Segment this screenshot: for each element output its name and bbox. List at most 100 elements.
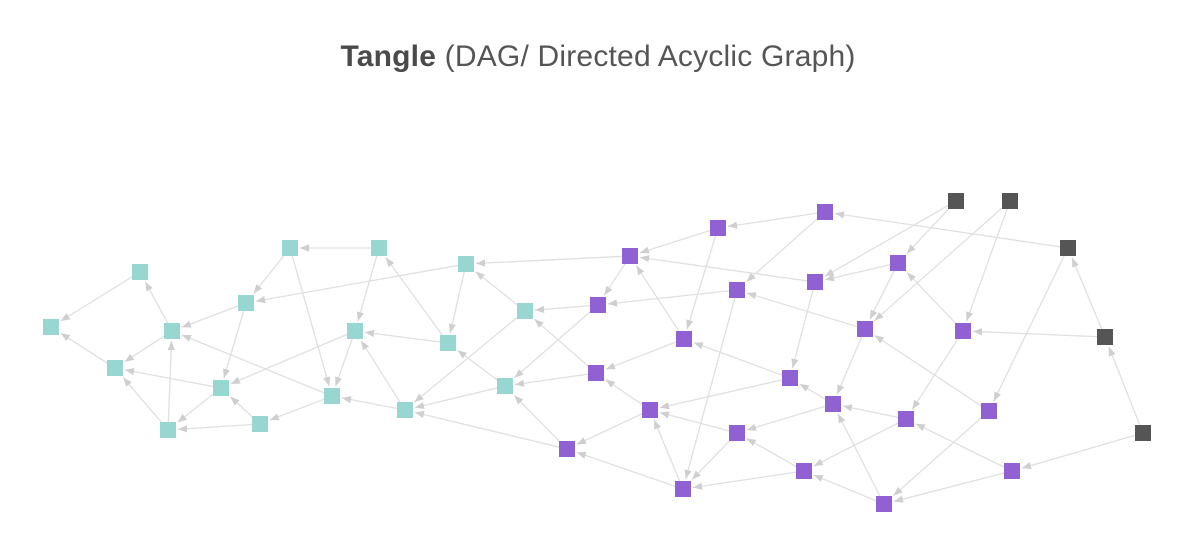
edge-p7-p6 [824,263,893,282]
edge-t13-t12 [360,340,402,405]
edge-p1-p4 [603,261,627,296]
edge-d1-p6 [824,203,951,277]
edge-p18-p13 [659,411,732,433]
node-pending-p18 [729,425,745,441]
edge-t6-t3 [124,367,216,388]
edge-p8-p1 [635,265,681,334]
edge-t5-t4 [167,340,175,425]
node-pending-p8 [676,331,692,347]
edge-t7-t5 [177,423,255,433]
node-pending-p16 [981,403,997,419]
node-confirmed-t6 [213,380,229,396]
node-tip-d5 [1135,425,1151,441]
edge-t9-t8 [253,253,286,294]
node-tip-d2 [1002,193,1018,209]
edge-d4-d3 [1071,257,1104,332]
edge-p5-p20 [684,295,737,480]
node-pending-p13 [642,402,658,418]
node-pending-p10 [955,323,971,339]
edge-t5-t3 [122,377,164,425]
edge-p14-p12 [799,383,828,402]
node-pending-p11 [588,365,604,381]
nodes [43,193,1151,512]
diagram-title: Tangle (DAG/ Directed Acyclic Graph) [0,40,1196,74]
node-confirmed-t10 [371,240,387,256]
node-confirmed-t14 [440,335,456,351]
title-bold: Tangle [340,40,437,73]
node-confirmed-t9 [282,240,298,256]
edge-t15-t8 [255,264,461,304]
edge-p9-p5 [746,292,860,328]
edge-d5-d4 [1108,346,1142,428]
edge-p15-p19 [813,421,901,467]
edge-p3-p2 [727,212,820,229]
edges [60,203,1142,503]
node-pending-p14 [825,396,841,412]
edge-p19-p20 [692,471,799,490]
node-pending-p20 [675,481,691,497]
edge-p8-p11 [605,340,679,370]
node-confirmed-t4 [164,323,180,339]
node-pending-p21 [876,496,892,512]
edge-t8-t6 [222,308,245,379]
edge-p6-p12 [791,287,815,369]
edge-p7-p9 [869,268,896,320]
node-pending-p9 [857,321,873,337]
edge-t14-t12 [364,329,443,343]
node-confirmed-t16 [497,378,513,394]
edge-d3-p3 [834,211,1063,248]
edge-t2-t1 [60,275,135,322]
edge-t11-t7 [269,397,327,421]
edge-t16-t14 [457,349,500,383]
node-pending-p12 [782,370,798,386]
edge-t17-t13 [414,315,520,403]
edge-p11-t17 [534,318,591,369]
edge-p17-t16 [513,394,562,444]
node-confirmed-t8 [238,295,254,311]
node-pending-p4 [590,297,606,313]
node-pending-p7 [890,255,906,271]
node-confirmed-t13 [397,402,413,418]
edge-p9-p14 [836,334,864,395]
edge-p12-p8 [693,342,785,377]
edge-d2-p9 [874,205,1005,322]
edge-t15-t14 [448,269,466,334]
edge-p16-p9 [874,334,984,408]
edge-p5-p4 [607,290,732,307]
edge-t12-t6 [230,332,350,385]
node-confirmed-t7 [252,416,268,432]
edge-t12-t11 [334,336,354,387]
edge-p10-p7 [906,271,959,326]
node-confirmed-t3 [107,360,123,376]
edge-t9-t11 [291,253,331,387]
node-pending-p15 [898,411,914,427]
node-confirmed-t11 [324,388,340,404]
node-confirmed-t1 [43,319,59,335]
edge-p16-p21 [893,415,984,497]
node-pending-p5 [729,282,745,298]
edge-p13-p11 [605,379,645,407]
edge-p4-t16 [514,309,593,379]
edge-t4-t2 [144,281,170,326]
edge-t17-t15 [475,271,520,307]
edge-t8-t4 [181,304,241,328]
edge-t3-t1 [60,332,110,365]
edge-t14-t10 [385,257,445,338]
edge-p19-p18 [746,437,799,469]
edge-p3-p5 [746,216,820,283]
edge-d2-p10 [965,206,1009,322]
edge-p15-p14 [842,404,901,419]
node-confirmed-t15 [458,256,474,272]
edge-p22-p21 [893,471,1007,503]
edge-d3-p16 [993,253,1066,402]
edge-p11-t16 [514,373,591,387]
edge-p10-p15 [911,336,960,410]
node-confirmed-t12 [347,323,363,339]
edge-p2-p1 [639,229,713,254]
edge-p21-p19 [813,474,879,503]
edge-t10-t12 [356,253,378,322]
edge-p17-t13 [414,410,562,449]
title-rest: (DAG/ Directed Acyclic Graph) [436,40,856,73]
edge-p4-t17 [534,304,593,314]
